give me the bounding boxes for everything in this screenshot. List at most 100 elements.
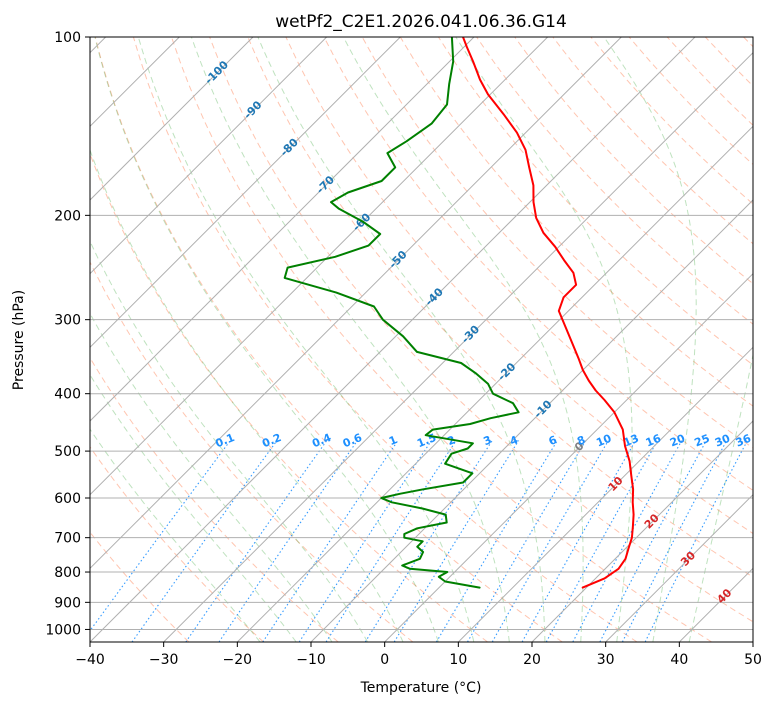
dry-adiabat [476, 37, 753, 325]
x-tick-label: 20 [523, 652, 541, 668]
mixing-ratio-line [572, 440, 683, 642]
mixing-ratio-line [364, 440, 493, 642]
mixing-ratio-line [467, 440, 587, 642]
isotherm-line [90, 37, 475, 422]
background-lines [90, 37, 753, 642]
mixing-ratio-label: 20 [668, 432, 687, 450]
mixing-ratio-label: 2 [445, 433, 457, 448]
mixing-ratio-line [545, 440, 659, 642]
mixing-ratio-line [644, 440, 748, 642]
mixing-ratio-label: 6 [547, 433, 559, 448]
dry-adiabat [743, 37, 753, 48]
isotherm-line [163, 51, 753, 642]
moist-adiabat [90, 428, 261, 642]
dry-adiabat [552, 37, 753, 245]
mixing-ratio-line [491, 440, 609, 642]
y-tick-label: 400 [54, 387, 81, 403]
isotherm-line [90, 37, 696, 642]
isotherm-line [236, 125, 753, 642]
x-tick-label: 0 [380, 652, 389, 668]
mixing-ratio-line [599, 440, 707, 642]
profiles [283, 37, 635, 589]
isotherm-line [90, 37, 401, 349]
mixing-ratio-line [298, 440, 432, 642]
isotherm-line [531, 420, 753, 642]
y-axis: 100 200 300 400 500 600 700 800 900 1000 [45, 30, 90, 638]
y-tick-label: 600 [54, 491, 81, 507]
mixing-ratio-label: 13 [622, 432, 641, 450]
mixing-ratio-line [325, 440, 457, 642]
x-tick-label: 10 [449, 652, 467, 668]
isotherm-line [752, 641, 753, 642]
dry-adiabat [285, 37, 753, 535]
plot-frame [89, 36, 754, 643]
mixing-ratio-label: 36 [734, 432, 753, 450]
dry-adiabat [247, 37, 753, 578]
y-axis-label: Pressure (hPa) [11, 290, 27, 390]
mixing-ratio-line [262, 440, 399, 642]
dry-adiabat [90, 260, 414, 642]
isotherm-line [90, 37, 549, 496]
moist-adiabat [342, 37, 584, 642]
x-tick-label: −10 [296, 652, 326, 668]
mixing-ratio-label: 0.4 [310, 431, 333, 450]
mixing-ratio-line [435, 440, 558, 642]
dry-adiabat [90, 531, 190, 642]
dry-adiabat [132, 37, 638, 642]
isotherm-line [605, 493, 753, 642]
chart-title: wetPf2_C2E1.2026.041.06.36.G14 [275, 12, 567, 32]
dry-adiabat [90, 356, 339, 642]
x-tick-label: 30 [597, 652, 615, 668]
moist-adiabat [90, 240, 369, 642]
dry-adiabat [90, 446, 264, 642]
moist-adiabat [94, 37, 439, 642]
y-tick-label: 1000 [45, 622, 81, 638]
dry-adiabat [590, 37, 753, 205]
y-tick-label: 500 [54, 444, 81, 460]
dewpoint-profile-line [283, 37, 520, 589]
x-tick-label: 40 [670, 652, 688, 668]
mixing-ratio-line [90, 440, 231, 632]
mixing-ratio-line [521, 440, 637, 642]
mixing-ratio-line [185, 440, 328, 642]
mixing-ratio-line [393, 440, 520, 642]
mixing-ratio-label: 8 [575, 433, 587, 448]
y-tick-label: 200 [54, 208, 81, 224]
dry-adiabat [666, 37, 753, 126]
isotherm-line [90, 37, 254, 201]
moist-adiabat [603, 37, 697, 642]
y-tick-label: 800 [54, 565, 81, 581]
dry-adiabat [704, 37, 753, 87]
moist-adiabat [688, 352, 753, 642]
dry-adiabat [209, 37, 753, 623]
mixing-ratio-label: 3 [482, 433, 494, 448]
isotherm-line [90, 37, 622, 570]
mixing-ratio-label: 25 [693, 432, 712, 450]
dry-adiabat [514, 37, 753, 285]
x-tick-label: 50 [744, 652, 762, 668]
y-tick-label: 900 [54, 595, 81, 611]
dry-adiabat [323, 37, 753, 491]
isotherm-line [90, 37, 328, 275]
mixing-ratio-label: 0.1 [214, 431, 237, 450]
mixing-ratio-line [131, 440, 278, 642]
mixing-ratio-label: 1 [387, 433, 399, 448]
isotherm-line [457, 346, 753, 642]
x-tick-label: −20 [223, 652, 253, 668]
isotherm-line [384, 272, 753, 642]
dry-adiabat [94, 37, 563, 642]
moist-adiabat [137, 37, 475, 642]
dry-adiabat [437, 37, 753, 366]
moist-adiabat [90, 373, 297, 642]
mixing-ratio-label: 10 [594, 432, 613, 450]
moist-adiabat [90, 312, 333, 642]
x-tick-label: −30 [149, 652, 179, 668]
x-tick-label: −40 [75, 652, 105, 668]
dry-adiabat [171, 37, 712, 642]
y-tick-label: 700 [54, 531, 81, 547]
x-axis-label: Temperature (°C) [360, 680, 482, 696]
isotherm-line [678, 567, 753, 642]
moist-adiabat [90, 148, 404, 642]
